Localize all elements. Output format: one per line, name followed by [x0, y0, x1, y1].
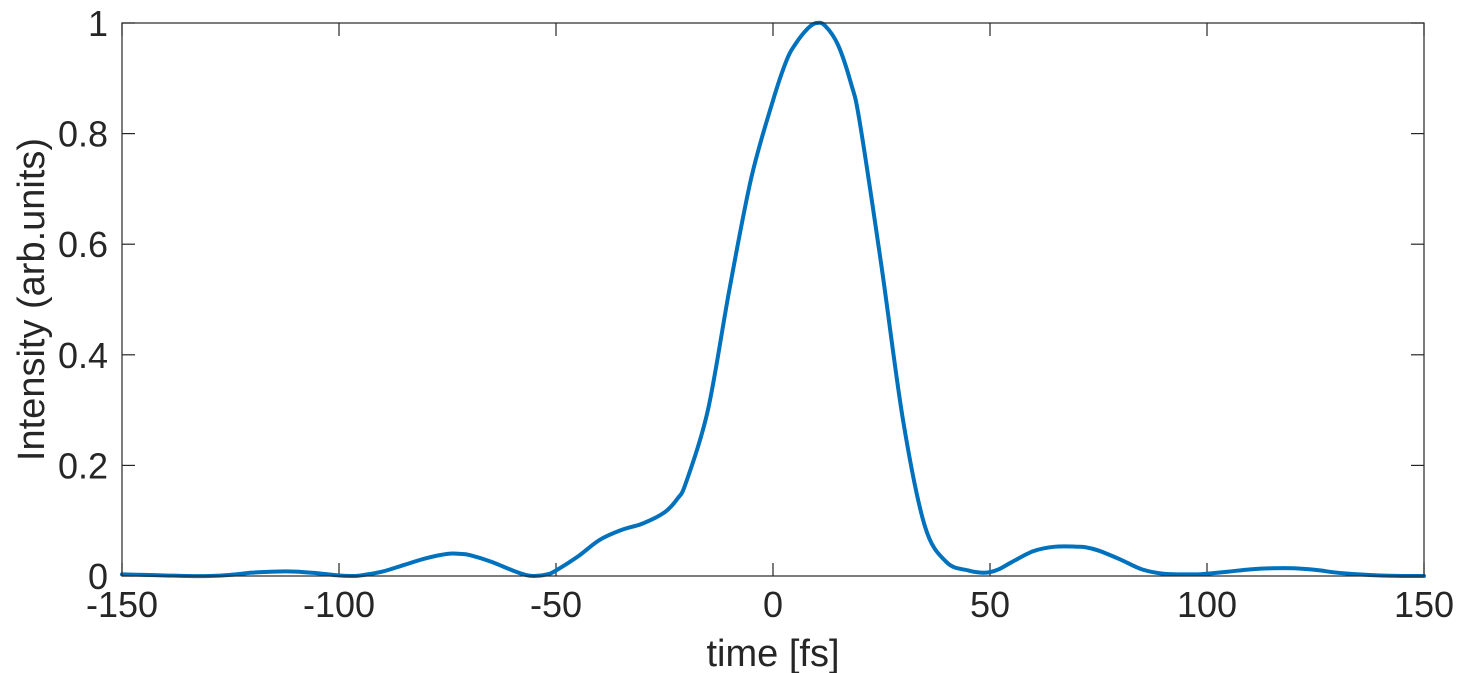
x-tick-label: 0: [763, 584, 783, 625]
y-tick-label: 0.8: [58, 114, 108, 155]
x-tick-label: -100: [303, 584, 375, 625]
y-tick-label: 0.4: [58, 335, 108, 376]
x-tick-label: -50: [530, 584, 582, 625]
x-tick-label: -150: [86, 584, 158, 625]
y-axis-label: Intensity (arb.units): [11, 138, 53, 461]
y-tick-labels: 0 0.2 0.4 0.6 0.8 1: [58, 3, 108, 597]
x-tick-label: 150: [1394, 584, 1454, 625]
x-axis-label: time [fs]: [706, 633, 839, 673]
plot-frame: [121, 22, 1425, 577]
x-tick-label: 50: [970, 584, 1010, 625]
x-tick-label: 100: [1177, 584, 1237, 625]
intensity-line: [120, 20, 1426, 579]
y-tick-label: 0.6: [58, 224, 108, 265]
y-tick-label: 1: [88, 3, 108, 44]
x-tick-labels: -150 -100 -50 0 50 100 150: [86, 584, 1454, 625]
y-tick-label: 0.2: [58, 445, 108, 486]
y-tick-label: 0: [88, 556, 108, 597]
